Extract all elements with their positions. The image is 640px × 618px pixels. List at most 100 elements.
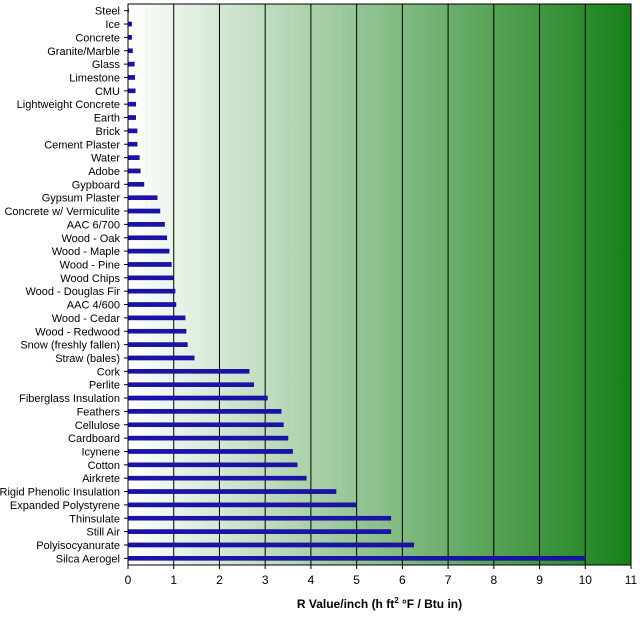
x-tick-label: 11: [625, 573, 638, 587]
category-label: Feathers: [77, 406, 121, 418]
bar: [127, 141, 138, 147]
category-label: Concrete: [75, 32, 120, 44]
category-label: Straw (bales): [55, 353, 120, 365]
bar: [127, 168, 141, 174]
bar: [127, 101, 136, 107]
x-tick-label: 9: [536, 573, 543, 587]
category-label: Granite/Marble: [47, 46, 120, 58]
bar: [127, 21, 132, 27]
category-label: Wood - Pine: [60, 259, 120, 271]
category-label: Wood - Cedar: [52, 313, 121, 325]
category-label: Brick: [96, 126, 121, 138]
category-label: AAC 6/700: [67, 219, 120, 231]
category-label: Thinsulate: [69, 513, 120, 525]
bar: [127, 342, 188, 347]
category-label: Polyisocyanurate: [36, 540, 120, 552]
bar: [127, 369, 250, 374]
bar: [127, 502, 357, 508]
bar: [127, 248, 170, 254]
bar: [127, 302, 177, 307]
bar: [127, 195, 158, 200]
x-tick-label: 5: [353, 573, 360, 587]
bar: [127, 529, 392, 534]
category-label: CMU: [95, 86, 120, 98]
bar: [127, 409, 282, 414]
category-label: Concrete w/ Vermiculite: [4, 206, 120, 218]
category-label: Rigid Phenolic Insulation: [0, 487, 120, 499]
category-label: Snow (freshly fallen): [20, 340, 120, 352]
category-label: Perlite: [89, 380, 120, 392]
x-tick-label: 1: [170, 573, 177, 587]
bar: [127, 235, 168, 241]
category-label: Cardboard: [68, 433, 120, 445]
category-label: Steel: [95, 6, 120, 18]
category-label: Cellulose: [75, 420, 120, 432]
x-tick-label: 4: [308, 573, 315, 587]
category-label: Gypboard: [72, 179, 120, 191]
category-label: Ice: [105, 19, 120, 31]
plot-area: [128, 4, 631, 565]
category-label: Earth: [94, 113, 120, 125]
bar: [127, 328, 187, 334]
category-label: Glass: [92, 59, 121, 71]
category-label: Adobe: [88, 166, 120, 178]
bar: [127, 208, 161, 214]
bar: [127, 542, 414, 548]
x-tick-label: 2: [216, 573, 223, 587]
bar: [127, 115, 136, 120]
x-tick-label: 7: [445, 573, 452, 587]
bar: [127, 475, 307, 481]
category-label: Wood - Oak: [62, 233, 121, 245]
bar: [127, 556, 586, 561]
bar: [127, 515, 392, 521]
bar: [127, 128, 138, 134]
bar: [127, 155, 140, 160]
category-label: Cotton: [88, 460, 120, 472]
category-label: AAC 4/600: [67, 300, 120, 312]
bar: [127, 355, 195, 361]
bar: [127, 288, 176, 294]
x-tick-labels: 0 1 2 3 4 5 6 7 8 9 10 11: [125, 565, 638, 587]
category-label: Icynene: [81, 446, 120, 458]
bar: [127, 222, 165, 227]
category-label: Still Air: [86, 527, 120, 539]
bar: [127, 315, 186, 321]
category-label: Water: [91, 153, 120, 165]
x-tick-label: 3: [262, 573, 269, 587]
category-label: Wood Chips: [60, 273, 120, 285]
category-label: Expanded Polystyrene: [10, 500, 120, 512]
category-label: Lightweight Concrete: [17, 99, 120, 111]
x-tick-label: 10: [579, 573, 593, 587]
bar: [127, 395, 268, 401]
x-tick-label: 6: [399, 573, 406, 587]
bar: [127, 48, 133, 54]
category-label: Gypsum Plaster: [42, 193, 121, 205]
bar: [127, 275, 174, 281]
plot-border: [127, 3, 632, 566]
bar-series: [127, 8, 586, 561]
bar: [127, 262, 172, 267]
bar: [127, 88, 136, 94]
x-axis-title: R Value/inch (h ft2 °F / Btu in): [296, 596, 463, 611]
category-label: Airkrete: [82, 473, 120, 485]
category-label: Wood - Douglas Fir: [25, 286, 120, 298]
bar: [127, 422, 284, 428]
gridlines: [173, 4, 586, 565]
bar: [127, 382, 254, 387]
bar: [127, 35, 132, 40]
bar: [127, 449, 293, 454]
category-label: Fiberglass Insulation: [19, 393, 120, 405]
bar: [127, 75, 136, 80]
category-label: Cork: [97, 366, 121, 378]
category-label: Limestone: [69, 72, 120, 84]
bar: [127, 182, 145, 187]
x-tick-label: 8: [490, 573, 497, 587]
category-label: Wood - Maple: [52, 246, 120, 258]
bar: [127, 462, 298, 468]
bar: [127, 489, 337, 494]
category-label: Wood - Redwood: [35, 326, 120, 338]
category-label: Cement Plaster: [44, 139, 120, 151]
bar: [127, 61, 135, 67]
bar: [127, 435, 289, 441]
